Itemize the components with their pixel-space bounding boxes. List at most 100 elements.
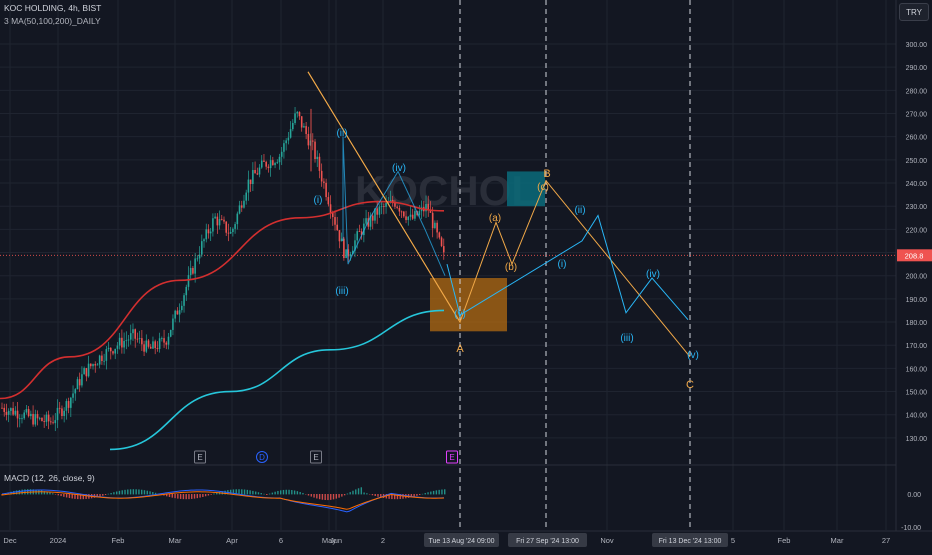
candle	[356, 231, 358, 240]
candle	[250, 180, 252, 184]
badge-label: E	[313, 453, 318, 462]
candle	[12, 408, 14, 415]
price-tick-label: 170.00	[906, 343, 928, 350]
candle	[199, 255, 201, 259]
candle	[137, 339, 139, 340]
candle	[132, 329, 134, 333]
candle	[121, 338, 123, 348]
symbol-title: KOC HOLDING, 4h, BIST	[4, 3, 101, 13]
candle	[50, 421, 52, 422]
macd-histogram-bar	[130, 489, 131, 494]
candle	[79, 379, 81, 385]
price-tick-label: 150.00	[906, 390, 928, 397]
macd-histogram-bar	[288, 490, 289, 495]
candle	[37, 414, 39, 418]
candle	[219, 219, 221, 225]
candle	[114, 349, 116, 354]
candle	[303, 126, 305, 127]
macd-histogram-bar	[344, 494, 345, 495]
macd-histogram-bar	[41, 491, 42, 495]
macd-histogram-bar	[208, 494, 209, 496]
wave-label-blue: (iii)	[620, 333, 633, 344]
macd-histogram-bar	[58, 494, 59, 495]
candle	[405, 216, 407, 220]
candle	[163, 338, 165, 342]
indicator-legend[interactable]: 3 MA(50,100,200)_DAILY	[4, 16, 101, 26]
candle	[52, 422, 54, 423]
candle	[217, 217, 219, 226]
macd-histogram-bar	[302, 493, 303, 494]
candle	[203, 239, 205, 241]
macd-histogram-bar	[49, 493, 50, 495]
macd-legend[interactable]: MACD (12, 26, close, 9)	[4, 473, 95, 483]
candle	[328, 197, 330, 204]
time-highlight-label: Fri 13 Dec '24 13:00	[659, 538, 722, 545]
wave-label-blue: (ii)	[574, 205, 585, 216]
wave-label-blue: (v)	[454, 309, 466, 320]
macd-histogram-bar	[297, 491, 298, 494]
currency-button[interactable]: TRY	[899, 3, 929, 21]
macd-histogram-bar	[133, 489, 134, 494]
candle	[30, 414, 32, 416]
candle	[66, 401, 68, 411]
candle	[401, 211, 403, 212]
macd-histogram-bar	[19, 490, 20, 494]
candle	[48, 415, 50, 422]
macd-histogram-bar	[172, 494, 173, 498]
candle	[221, 219, 223, 220]
wave-label-blue: (i)	[558, 259, 567, 270]
macd-histogram-bar	[102, 494, 103, 496]
candle	[123, 341, 125, 348]
macd-histogram-bar	[313, 494, 314, 498]
badge-label: E	[197, 453, 202, 462]
macd-histogram-bar	[21, 490, 22, 495]
candle	[321, 171, 323, 182]
macd-histogram-bar	[372, 494, 373, 495]
price-tick-label: 260.00	[906, 135, 928, 142]
candle	[283, 143, 285, 152]
macd-histogram-bar	[283, 490, 284, 494]
candle	[296, 112, 298, 113]
macd-histogram-bar	[338, 494, 339, 498]
macd-histogram-bar	[116, 491, 117, 494]
candle	[434, 223, 436, 228]
candle	[10, 408, 12, 411]
candle	[106, 349, 108, 361]
macd-histogram-bar	[174, 494, 175, 498]
macd-histogram-bar	[308, 494, 309, 495]
macd-histogram-bar	[333, 494, 334, 499]
price-tick-label: 240.00	[906, 181, 928, 188]
macd-histogram-bar	[324, 494, 325, 500]
candle	[103, 361, 105, 362]
candle	[201, 241, 203, 254]
candle	[230, 232, 232, 234]
candle	[436, 223, 438, 233]
candle	[245, 193, 247, 201]
candle	[194, 258, 196, 273]
wave-label-orange: C	[686, 379, 694, 391]
macd-histogram-bar	[366, 493, 367, 494]
macd-histogram-bar	[138, 489, 139, 494]
macd-histogram-bar	[169, 494, 170, 497]
time-tick-label: Mar	[169, 536, 182, 545]
wave-label-orange: (a)	[489, 213, 501, 224]
candle	[441, 238, 443, 247]
time-tick-label: Feb	[112, 536, 125, 545]
macd-histogram-bar	[316, 494, 317, 498]
candle	[181, 306, 183, 310]
macd-histogram-bar	[277, 491, 278, 494]
wave-label-orange: (c)	[537, 182, 549, 193]
candle	[197, 258, 199, 259]
time-tick-label: Apr	[226, 536, 238, 545]
macd-histogram-bar	[291, 490, 292, 494]
time-tick-label: Dec	[3, 536, 17, 545]
candle	[185, 287, 187, 295]
macd-histogram-bar	[249, 490, 250, 494]
macd-histogram-bar	[122, 490, 123, 494]
time-tick-label: Feb	[778, 536, 791, 545]
candle	[257, 173, 259, 174]
moving-average-line	[0, 202, 444, 399]
candle	[299, 112, 301, 116]
